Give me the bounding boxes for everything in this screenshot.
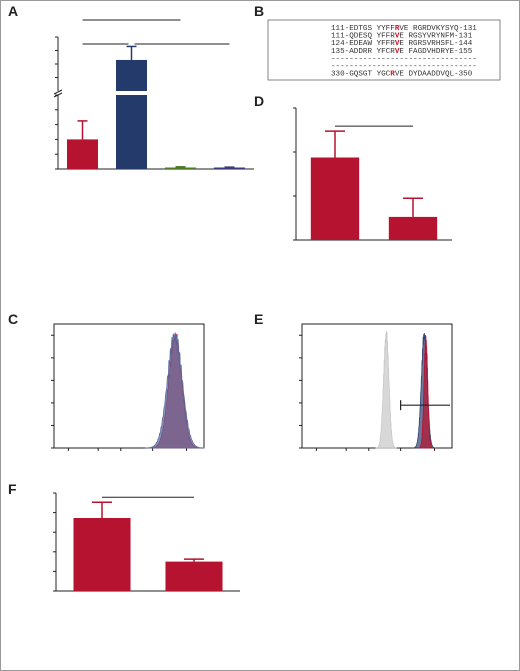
panel-letter-d: D [254, 93, 264, 109]
panel-b-row-sequence: -------------------------------- [331, 63, 477, 71]
panel-d-bar-chart [293, 107, 452, 241]
panel-b-sequence-segment: E RGRSVRHSFL-144 [399, 40, 472, 48]
panel-f-bar [73, 517, 131, 591]
panel-b-row-sequence: 330-GQSGT YGCRVE DYDAADDVQL-350 [331, 71, 473, 79]
panel-b-row-sequence: 111-QDESQ YFFRVE RGSYVRYNFM-131 [331, 33, 473, 41]
panel-b-sequence-segment: 111-EDTGS YYFF [331, 25, 395, 33]
panel-b-sequence-segment: VE RGRDVKYSYQ-131 [399, 25, 477, 33]
panel-b-row-sequence: 124-EDEAW YFFRVE RGRSVRHSFL-144 [331, 40, 473, 48]
panel-c-histogram-lu-r338a [145, 331, 205, 449]
panel-b-box [267, 19, 501, 81]
panel-b-row-sequence: 111-EDTGS YYFFRVE RGRDVKYSYQ-131 [331, 25, 477, 33]
panel-b-sequence-segment: 124-EDEAW YFFR [331, 40, 395, 48]
panel-b-highlight-residue: V [395, 48, 400, 56]
panel-b-highlight-residue: R [395, 25, 400, 33]
panel-a-bar [116, 95, 147, 169]
panel-b-sequence-segment: 111-QDESQ YFFR [331, 33, 395, 41]
panel-b-sequence-segment: -------------------------------- [331, 55, 477, 63]
panel-a-axis-break [53, 89, 63, 95]
panel-c-histogram [51, 323, 205, 451]
panel-b-sequence-segment: 135-ADDRR YFCR [331, 48, 395, 56]
panel-b-sequence-segment: E RGSYVRYNFM-131 [399, 33, 472, 41]
panel-a-bar [116, 59, 147, 91]
panel-letter-a: A [8, 3, 18, 19]
panel-b-row-sequence: -------------------------------- [331, 55, 477, 63]
panel-f-bar [165, 561, 223, 591]
panel-b-sequence-segment: -------------------------------- [331, 63, 477, 71]
panel-e-histogram-control [375, 330, 397, 449]
panel-b-highlight-residue: V [395, 40, 400, 48]
panel-b-sequence-segment: E FAGDVHDRYE-155 [399, 48, 472, 56]
panel-e-histogram-lu-wt [418, 335, 434, 449]
panel-letter-f: F [8, 481, 17, 497]
panel-b-sequence-segment: 330-GQSGT YGC [331, 71, 391, 79]
panel-b-sequence-alignment: 111-EDTGS YYFFRVE RGRDVKYSYQ-131111-QDES… [267, 19, 501, 81]
panel-b-highlight-residue: V [395, 33, 400, 41]
panel-a-bar-chart [53, 19, 254, 170]
panel-d-bar [310, 157, 360, 240]
panel-e-histogram [299, 323, 453, 451]
panel-b-highlight-residue: R [390, 71, 395, 79]
panel-f-bar-chart [53, 492, 240, 592]
panel-a-bar [165, 167, 196, 169]
panel-b-row-sequence: 135-ADDRR YFCRVE FAGDVHDRYE-155 [331, 48, 473, 56]
panel-b-sequence-segment: VE DYDAADDVQL-350 [395, 71, 473, 79]
panel-c-plot-frame [53, 323, 205, 449]
panel-letter-e: E [254, 311, 263, 327]
panel-d-bar [388, 216, 438, 240]
panel-letter-c: C [8, 311, 18, 327]
panel-a-bar [67, 139, 98, 169]
panel-a-bar [214, 167, 245, 169]
panel-letter-b: B [254, 3, 264, 19]
